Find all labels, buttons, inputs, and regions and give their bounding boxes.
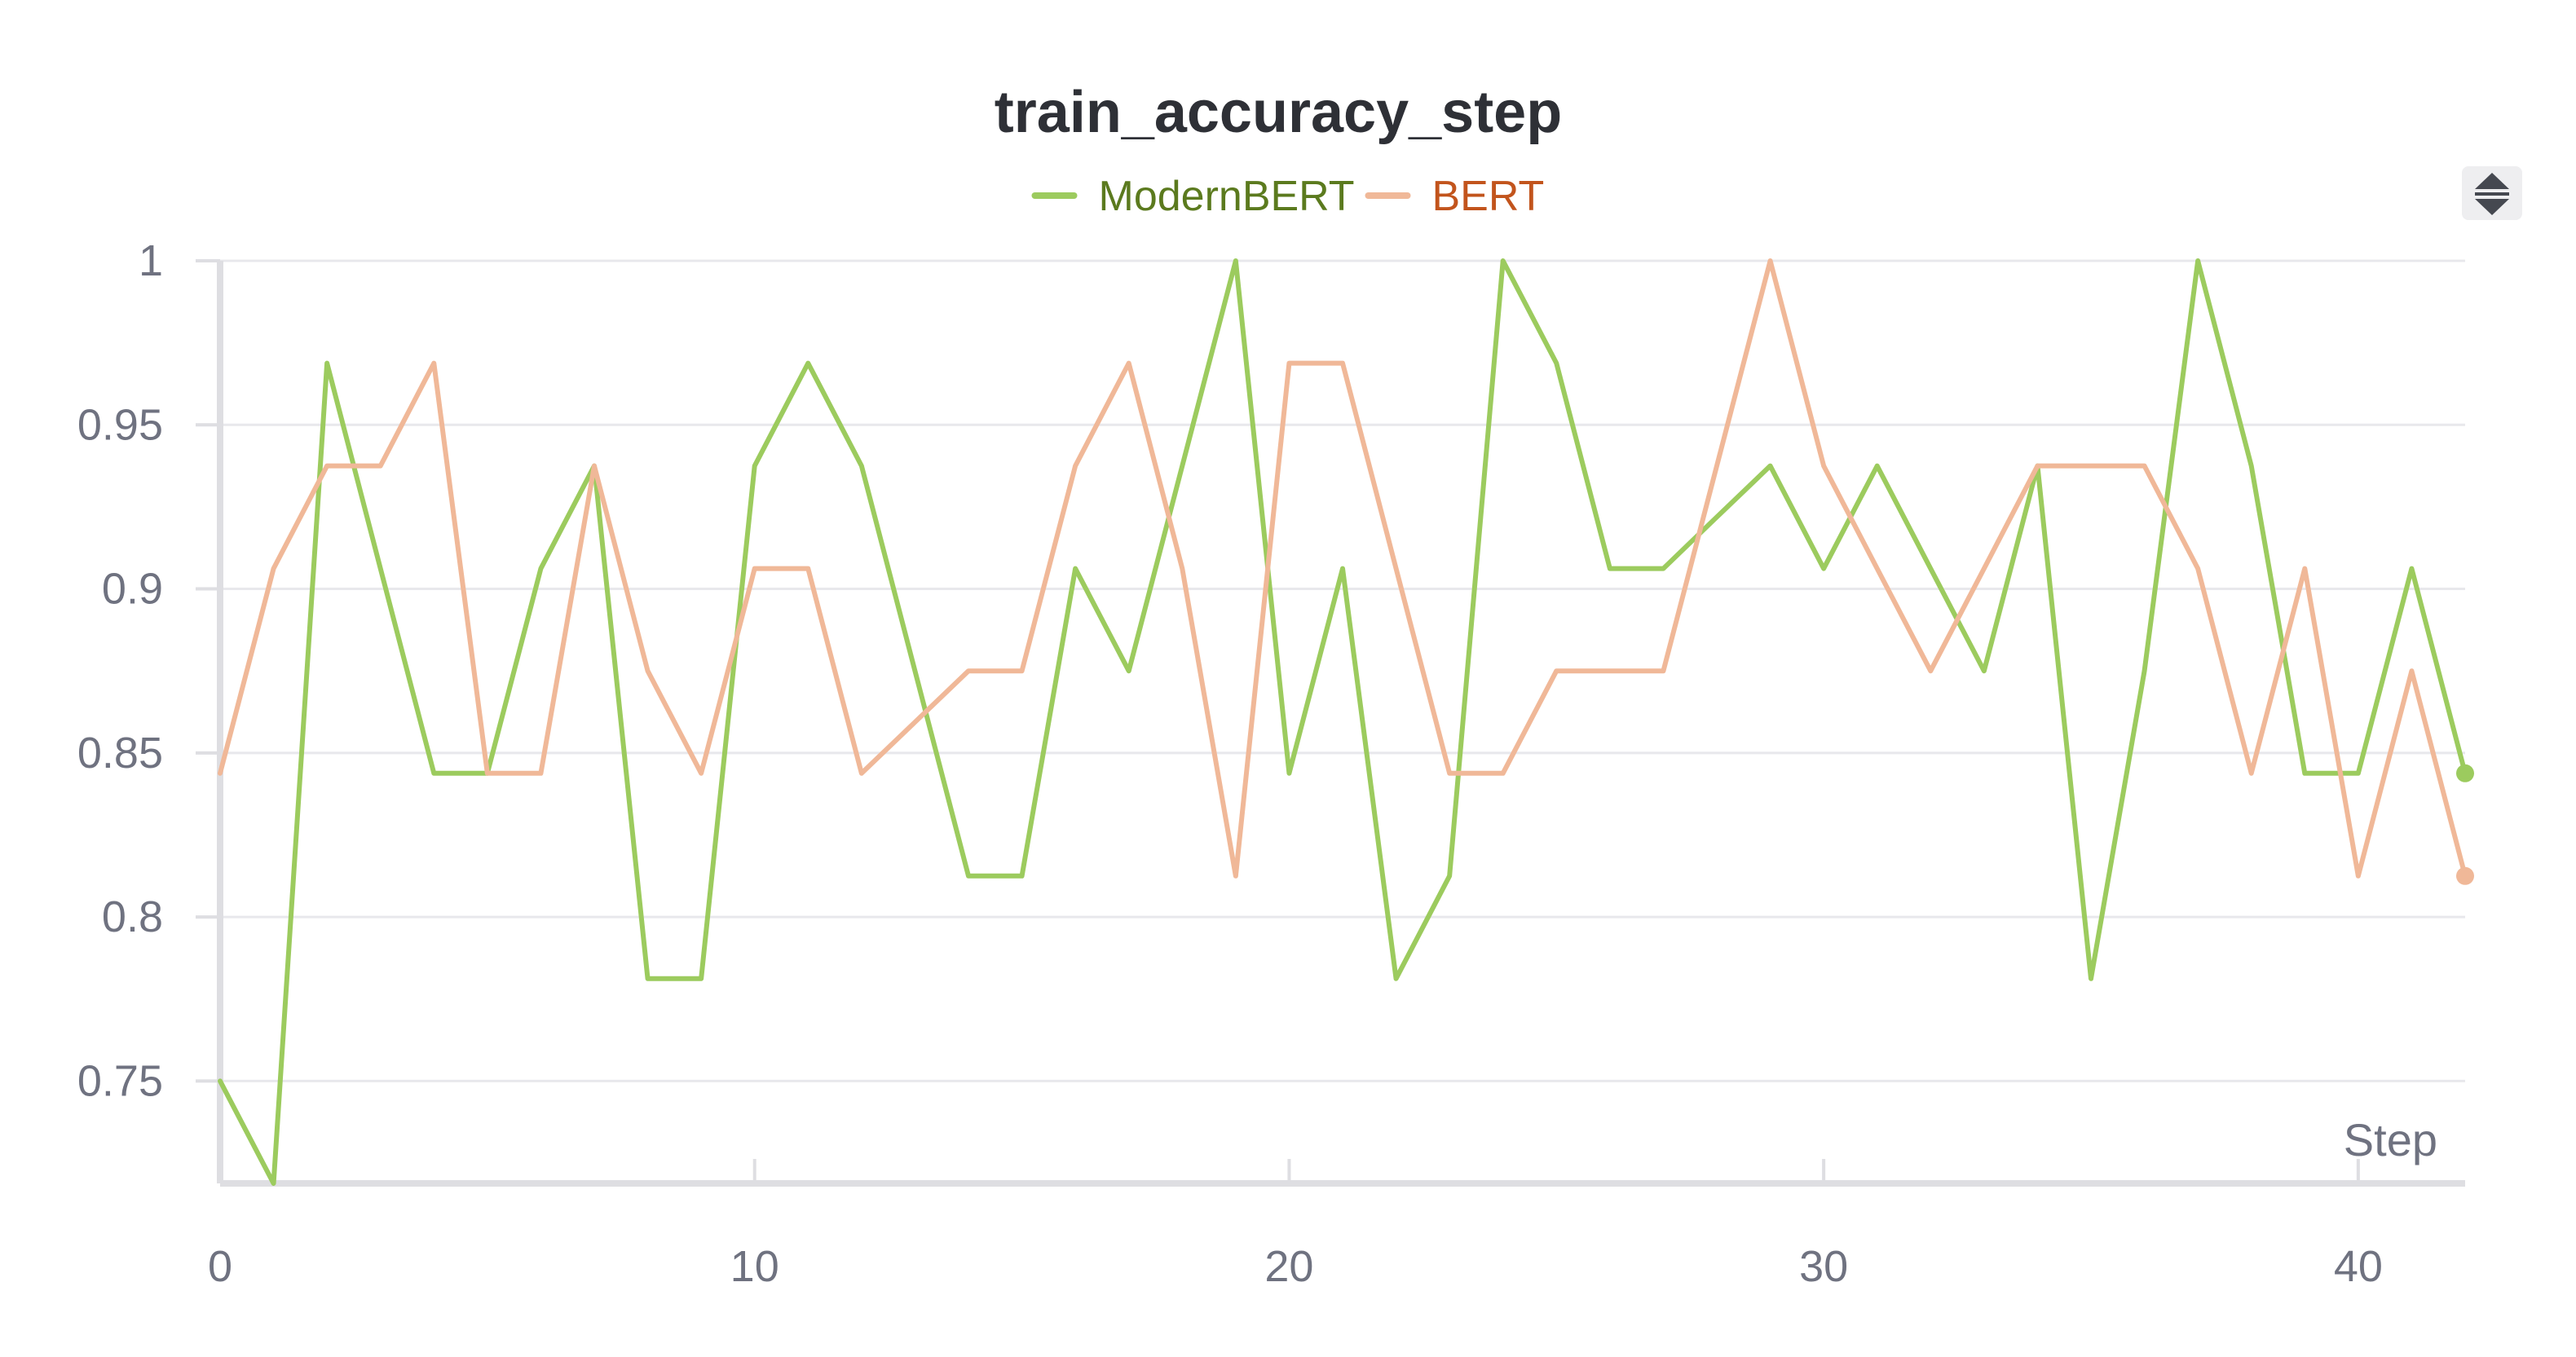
y-tick-label: 0.8 [102,892,163,941]
legend: ModernBERT BERT [1031,173,1545,220]
y-tick-label: 1 [139,236,163,285]
legend-label-modernbert: ModernBERT [1099,173,1355,220]
series-endpoint-bert [2456,866,2474,885]
x-tick-label: 30 [1799,1242,1848,1291]
x-tick-label: 10 [730,1242,779,1291]
legend-label-bert: BERT [1432,173,1545,220]
series-endpoint-modernbert [2456,764,2474,782]
sort-arrows-icon[interactable] [2462,166,2522,220]
x-tick-label: 40 [2334,1242,2383,1291]
series-layer [218,258,2474,1186]
grid [220,259,2465,1082]
y-tick-label: 0.9 [102,565,163,614]
x-tick-label: 20 [1264,1242,1313,1291]
series-line-modernbert [218,258,2468,1186]
x-tick-label: 0 [208,1242,232,1291]
y-tick-label: 0.85 [77,729,163,778]
chart-title: train_accuracy_step [995,80,1562,145]
y-tick-label: 0.95 [77,400,163,449]
series-line-bert [218,258,2468,879]
x-axis-title: Step [2344,1114,2437,1165]
y-tick-label: 0.75 [77,1056,163,1105]
